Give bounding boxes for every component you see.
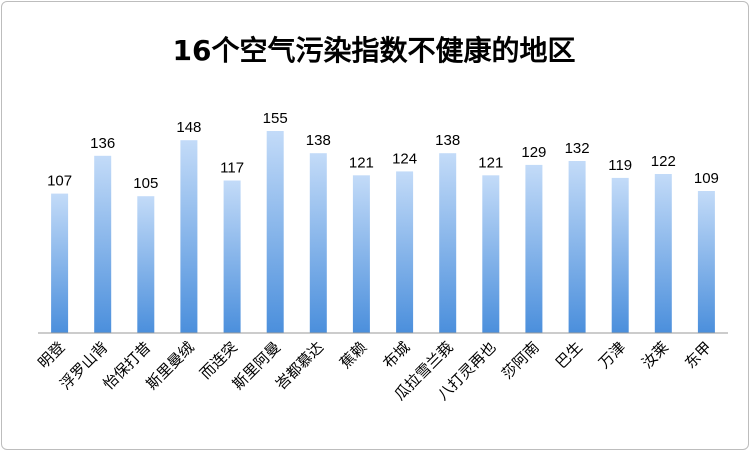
bar-14 (611, 177, 629, 333)
bar-13 (568, 161, 586, 333)
bar-15 (654, 174, 672, 333)
value-label-8: 121 (349, 154, 374, 171)
bar-group (51, 131, 715, 333)
category-label-9: 布城 (379, 338, 413, 372)
value-label-15: 122 (651, 153, 676, 170)
value-label-10: 138 (435, 132, 460, 149)
value-label-1: 107 (47, 173, 72, 190)
bar-9 (396, 171, 414, 333)
value-label-2: 136 (90, 135, 115, 152)
category-label-13: 巴生 (552, 338, 586, 372)
value-label-4: 148 (176, 119, 201, 136)
bar-2 (94, 155, 112, 333)
category-label-1: 明登 (34, 338, 68, 372)
category-label-15: 汝莱 (638, 338, 672, 372)
chart-title: 16个空气污染指数不健康的地区 (173, 34, 576, 67)
bar-10 (439, 153, 457, 333)
value-label-5: 117 (220, 160, 244, 177)
value-label-3: 105 (133, 175, 158, 192)
bar-6 (266, 131, 284, 333)
category-label-7: 峇都慕达 (272, 338, 327, 393)
category-label-12: 莎阿南 (498, 338, 543, 383)
bar-5 (223, 180, 241, 333)
category-label-8: 蕉赖 (336, 338, 370, 372)
value-label-16: 109 (694, 170, 719, 187)
bar-3 (137, 196, 155, 333)
value-label-11: 121 (478, 154, 503, 171)
value-label-14: 119 (608, 157, 632, 174)
value-label-7: 138 (306, 132, 331, 149)
bar-4 (180, 140, 198, 333)
bar-12 (525, 164, 543, 333)
value-label-group: 107 136 105 148 117 155 138 121 124 138 121 129 132 1… (47, 110, 719, 192)
bar-11 (482, 175, 500, 333)
value-label-12: 129 (521, 144, 546, 161)
category-label-16: 东甲 (681, 338, 715, 372)
value-label-13: 132 (565, 140, 590, 157)
value-label-6: 155 (263, 110, 288, 127)
bar-7 (309, 153, 327, 333)
bar-1 (51, 193, 69, 333)
value-label-9: 124 (392, 150, 417, 167)
category-label-14: 万津 (595, 338, 629, 372)
category-label-4: 斯里曼绒 (143, 338, 198, 393)
bar-8 (352, 175, 370, 333)
bar-16 (697, 191, 715, 333)
